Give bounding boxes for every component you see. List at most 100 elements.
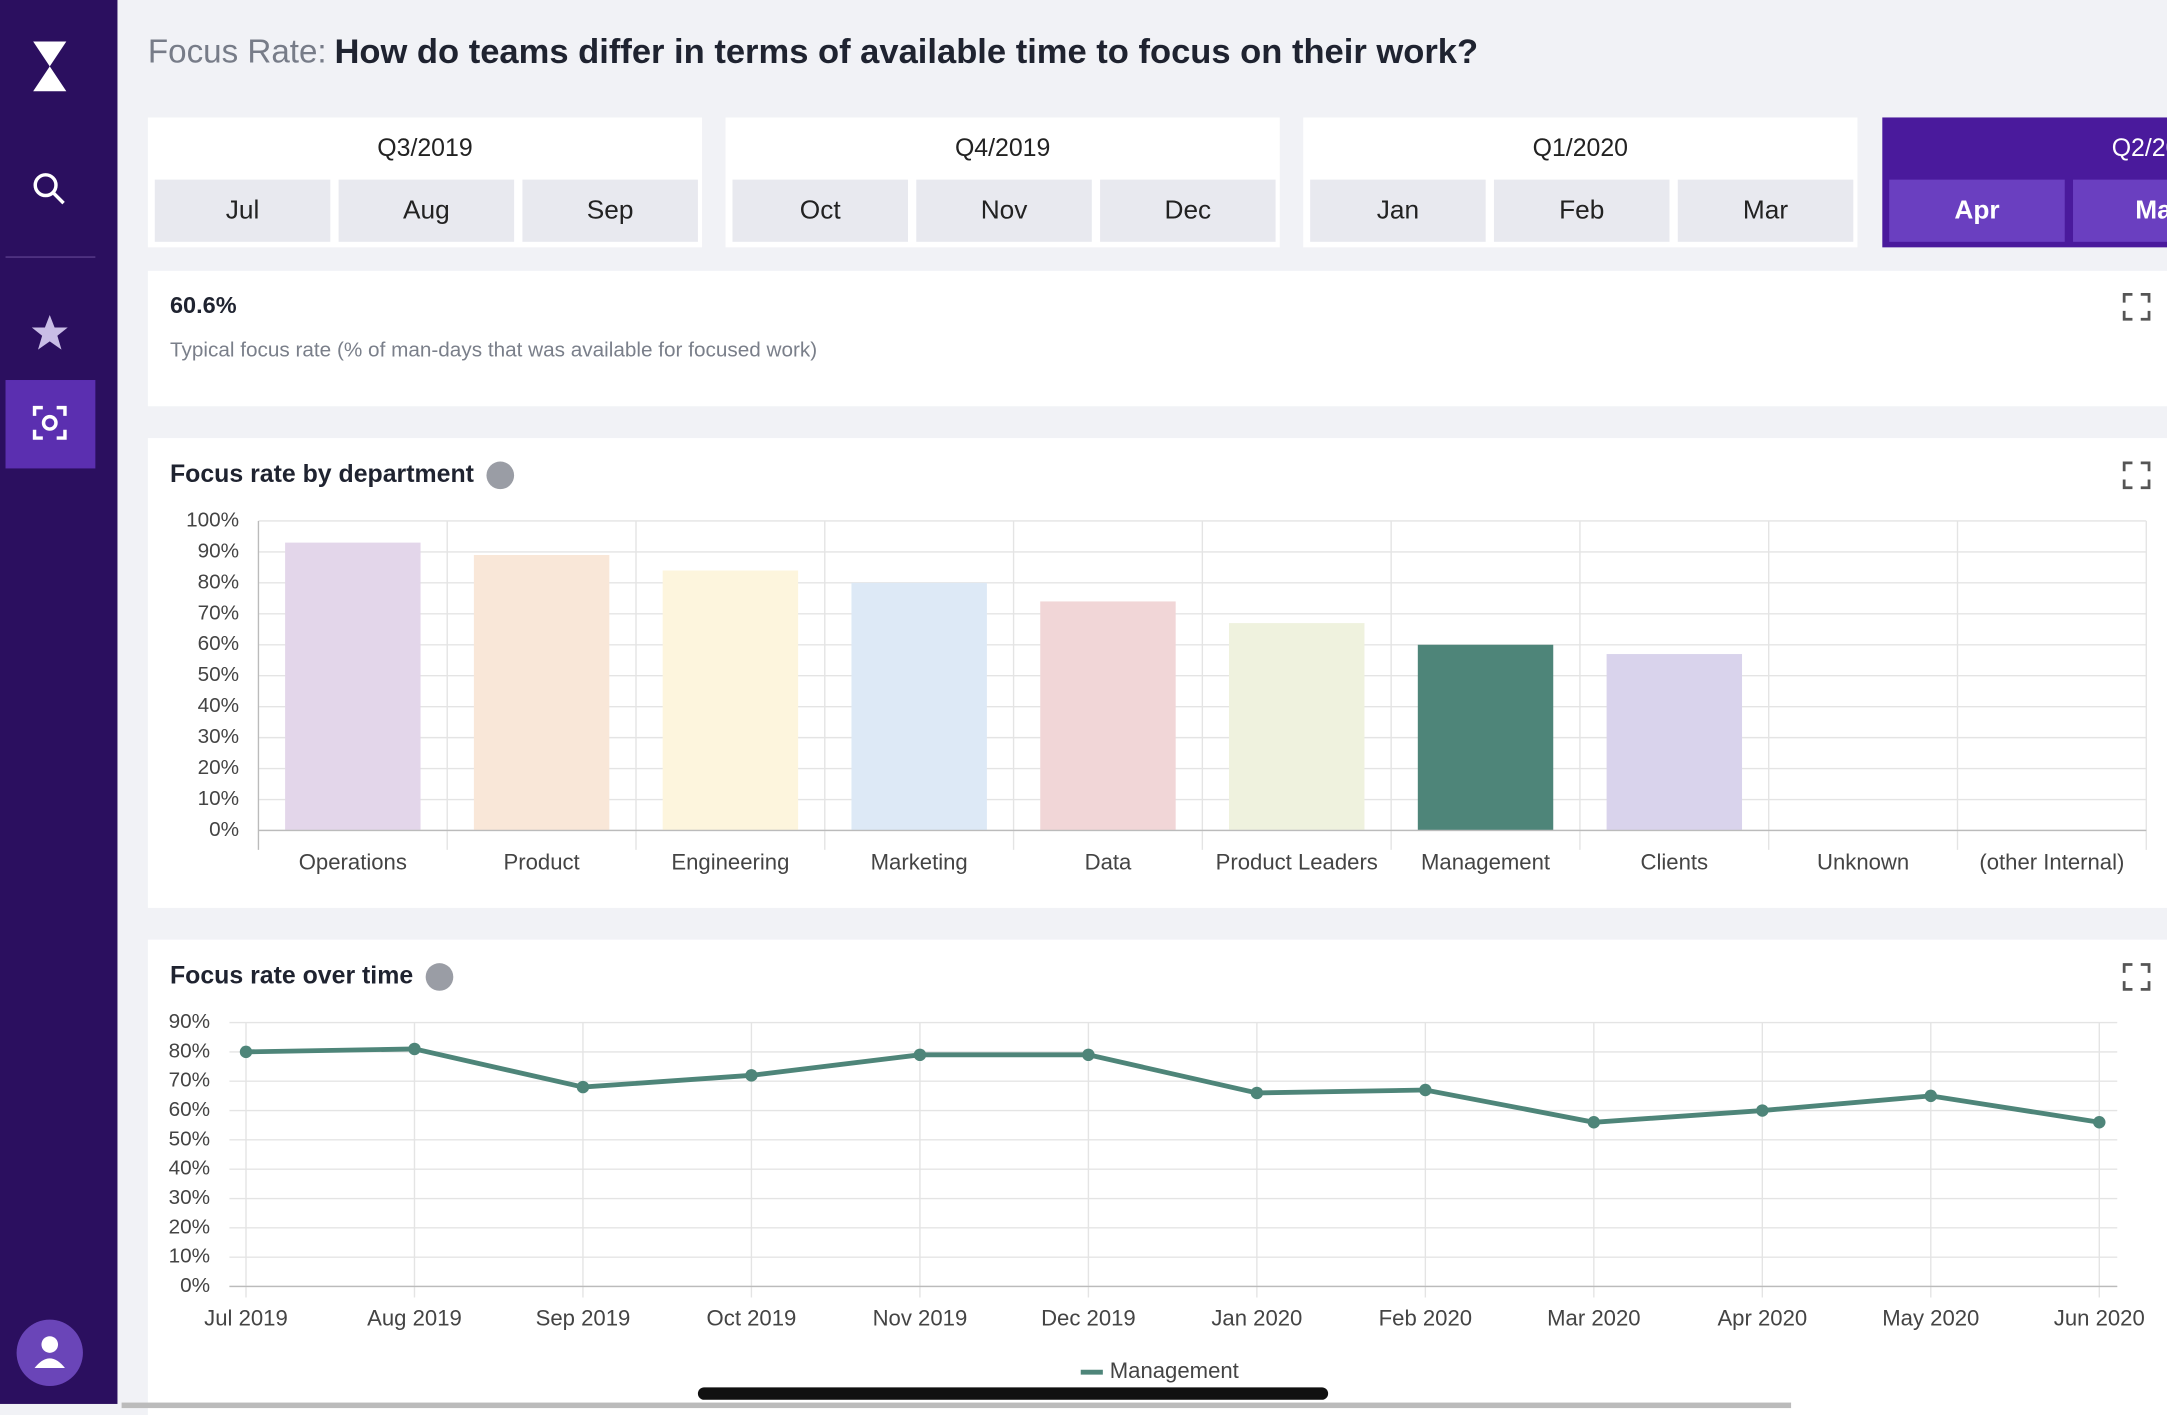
month-button[interactable] xyxy=(1100,179,1276,242)
y-tick-label: 30% xyxy=(198,725,239,748)
x-tick-label: Management xyxy=(1421,849,1550,874)
month-label[interactable]: Nov xyxy=(981,194,1029,224)
y-tick-label: 0% xyxy=(209,818,239,841)
expand-icon[interactable] xyxy=(2122,292,2151,991)
month-button[interactable] xyxy=(916,179,1092,242)
month-label[interactable]: May xyxy=(2135,194,2167,224)
month-button[interactable] xyxy=(1310,179,1486,242)
line-chart-title: Focus rate over time xyxy=(170,962,413,990)
y-tick-label: 40% xyxy=(169,1157,210,1180)
y-tick-label: 20% xyxy=(198,756,239,779)
month-label[interactable]: Jan xyxy=(1377,194,1419,224)
bar[interactable] xyxy=(1417,644,1554,831)
page-title: How do teams differ in terms of availabl… xyxy=(334,33,1478,71)
x-tick-label: Aug 2019 xyxy=(367,1305,462,1330)
y-tick-label: 0% xyxy=(180,1274,210,1297)
summary-value: 60.6% xyxy=(170,292,237,318)
month-button[interactable] xyxy=(338,179,515,242)
month-button[interactable] xyxy=(522,179,698,242)
month-label[interactable]: Feb xyxy=(1559,194,1604,224)
x-tick-label: Jul 2019 xyxy=(204,1305,288,1330)
x-tick-label: Engineering xyxy=(671,849,789,874)
point[interactable] xyxy=(576,1080,590,1094)
y-tick-label: 40% xyxy=(198,694,239,717)
x-tick-label: Feb 2020 xyxy=(1379,1305,1472,1330)
point[interactable] xyxy=(1082,1048,1095,1062)
month-label[interactable]: Jul xyxy=(226,194,260,224)
y-tick-label: 80% xyxy=(198,570,239,593)
y-tick-label: 80% xyxy=(169,1039,210,1062)
quarter-label[interactable]: Q3/2019 xyxy=(377,134,472,162)
month-label[interactable]: Mar xyxy=(1743,194,1788,224)
month-label[interactable]: Dec xyxy=(1164,194,1211,224)
x-tick-label: Oct 2019 xyxy=(707,1305,797,1330)
point[interactable] xyxy=(913,1048,927,1062)
x-tick-label: Clients xyxy=(1641,849,1709,874)
y-tick-label: 60% xyxy=(198,632,239,655)
summary-card xyxy=(147,270,2167,407)
point[interactable] xyxy=(1756,1104,1769,1117)
month-button[interactable] xyxy=(1493,179,1670,242)
month-label[interactable]: Sep xyxy=(587,194,634,224)
summary-description: Typical focus rate (% of man-days that w… xyxy=(170,338,817,361)
x-tick-label: Dec 2019 xyxy=(1041,1305,1136,1330)
point[interactable] xyxy=(1250,1086,1264,1100)
y-tick-label: 50% xyxy=(169,1127,210,1150)
y-tick-label: 30% xyxy=(169,1186,210,1209)
month-button[interactable] xyxy=(732,179,908,242)
month-button[interactable] xyxy=(1889,179,2065,242)
line-series xyxy=(245,1046,2100,1125)
sidebar xyxy=(0,0,118,1404)
legend-label[interactable]: Management xyxy=(1110,1358,1239,1383)
point[interactable] xyxy=(1419,1083,1432,1097)
month-label[interactable]: Aug xyxy=(403,194,450,224)
quarter-label[interactable]: Q1/2020 xyxy=(1533,134,1628,162)
y-tick-label: 90% xyxy=(198,539,239,562)
bar[interactable] xyxy=(1040,601,1176,831)
focus-nav-selected[interactable] xyxy=(5,380,96,469)
bar[interactable] xyxy=(1229,623,1365,831)
x-tick-label: Apr 2020 xyxy=(1717,1305,1807,1330)
x-tick-label: Unknown xyxy=(1817,849,1909,874)
month-button[interactable] xyxy=(154,179,331,242)
info-icon[interactable] xyxy=(425,963,454,991)
point[interactable] xyxy=(239,1045,253,1059)
home-indicator xyxy=(697,1387,1329,1400)
point[interactable] xyxy=(408,1042,421,1056)
bar[interactable] xyxy=(1606,654,1743,831)
y-tick-label: 90% xyxy=(169,1010,210,1033)
month-button[interactable] xyxy=(1677,179,1854,242)
x-tick-label: Jan 2020 xyxy=(1211,1305,1302,1330)
month-button[interactable] xyxy=(2073,179,2167,242)
bar[interactable] xyxy=(285,542,421,831)
x-tick-label: Nov 2019 xyxy=(873,1305,968,1330)
month-label[interactable]: Oct xyxy=(800,194,842,224)
info-icon[interactable] xyxy=(486,461,515,490)
point[interactable] xyxy=(1587,1116,1601,1129)
x-tick-label: Operations xyxy=(299,849,407,874)
favorites-icon[interactable] xyxy=(31,315,68,350)
y-tick-label: 10% xyxy=(169,1245,210,1268)
quarter-label[interactable]: Q2/2020 xyxy=(2112,134,2167,162)
y-tick-label: 60% xyxy=(169,1098,210,1121)
quarter-label[interactable]: Q4/2019 xyxy=(955,134,1050,162)
content: Q3/2019 Jul Aug Sep Q4/2019 Oct Nov Dec Q1/2020 J… xyxy=(147,117,2167,1383)
x-tick-label: Jun 2020 xyxy=(2054,1305,2145,1330)
line-card xyxy=(147,939,2167,1415)
point[interactable] xyxy=(745,1069,758,1082)
bar[interactable] xyxy=(662,570,799,831)
x-tick-label: Marketing xyxy=(871,849,968,874)
x-tick-label: Sep 2019 xyxy=(536,1305,631,1330)
bar[interactable] xyxy=(473,555,610,831)
scrollbar[interactable] xyxy=(121,1402,1792,1409)
month-label[interactable]: Apr xyxy=(1954,194,1999,224)
bar[interactable] xyxy=(851,582,987,831)
avatar-head xyxy=(41,1336,59,1353)
title-prefix: Focus Rate: xyxy=(148,34,327,71)
x-tick-label: Product xyxy=(504,849,580,874)
search-icon[interactable] xyxy=(33,173,65,205)
point[interactable] xyxy=(2093,1116,2106,1129)
y-tick-label: 70% xyxy=(169,1069,210,1092)
point[interactable] xyxy=(1924,1089,1938,1103)
logo[interactable] xyxy=(33,41,67,92)
